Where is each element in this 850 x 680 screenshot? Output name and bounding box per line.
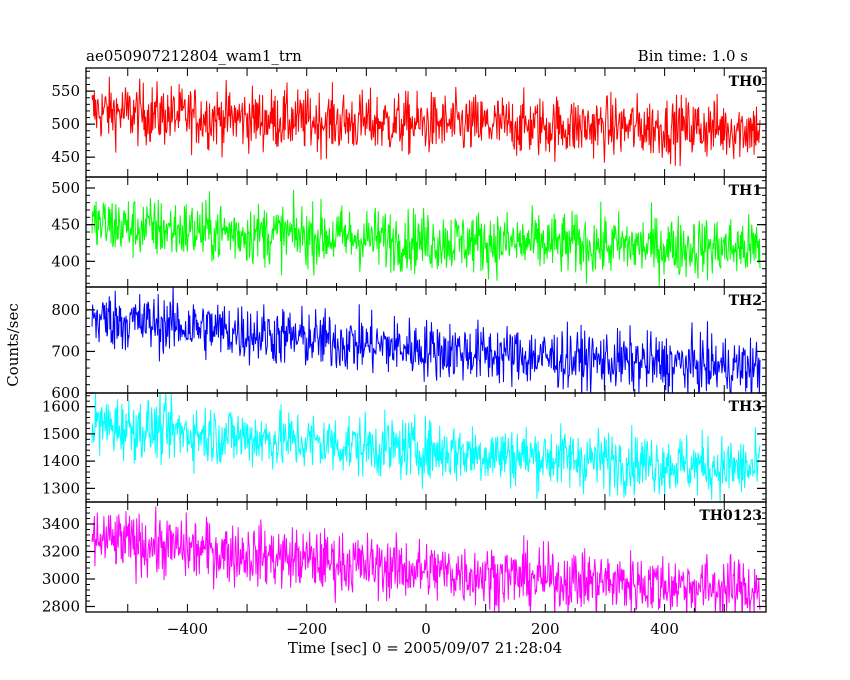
series-line-th0	[91, 76, 761, 167]
series-line-th1	[91, 189, 761, 287]
panel-th0: 450 500 550 TH0	[51, 67, 767, 178]
chart-title: ae050907212804_wam1_trn	[86, 47, 302, 65]
x-tick-label: 0	[421, 620, 431, 638]
y-tick-label: 550	[51, 82, 80, 100]
y-tick-label: 1300	[42, 479, 80, 497]
panel-label: TH3	[729, 399, 762, 415]
panel-th1: 400 450 500 TH1	[51, 176, 767, 288]
panel-th3: 1300 1400 1500 1600 TH3	[42, 392, 767, 503]
series-line-th0123	[91, 506, 761, 612]
x-tick-label: −400	[167, 620, 208, 638]
y-tick-label: 3400	[42, 515, 80, 533]
y-tick-label: 3000	[42, 570, 80, 588]
y-tick-label: 500	[51, 179, 80, 197]
y-tick-label: 500	[51, 115, 80, 133]
y-tick-label: 450	[51, 148, 80, 166]
y-tick-label: 1400	[42, 452, 80, 470]
panel-label: TH1	[729, 183, 762, 199]
panel-label: TH2	[729, 293, 762, 309]
series-line-th2	[91, 287, 761, 393]
y-tick-label: 700	[51, 342, 80, 360]
panel-frame	[85, 67, 767, 178]
y-axis-title: Counts/sec	[4, 303, 22, 387]
y-tick-label: 800	[51, 301, 80, 319]
y-tick-label: 600	[51, 384, 80, 402]
y-tick-label: 1500	[42, 425, 80, 443]
x-tick-label: −200	[286, 620, 327, 638]
y-tick-label: 2800	[42, 598, 80, 616]
bin-time-label: Bin time: 1.0 s	[638, 47, 748, 65]
y-tick-label: 3200	[42, 543, 80, 561]
panel-th0123: 2800 3000 3200 3400 TH0123	[42, 501, 767, 616]
x-tick-label: 400	[650, 620, 679, 638]
series-line-th3	[91, 393, 761, 502]
y-tick-label: 450	[51, 216, 80, 234]
x-tick-label: 200	[531, 620, 560, 638]
y-tick-label: 1600	[42, 398, 80, 416]
panel-label: TH0123	[699, 508, 762, 524]
y-tick-label: 400	[51, 252, 80, 270]
x-axis-title: Time [sec] 0 = 2005/09/07 21:28:04	[288, 639, 562, 657]
panels-group: 450 500 550 TH0 400 450 500 TH1 600 700 800 TH2 1300…	[42, 67, 767, 638]
panel-label: TH0	[729, 74, 763, 90]
panel-th2: 600 700 800 TH2	[51, 286, 767, 402]
